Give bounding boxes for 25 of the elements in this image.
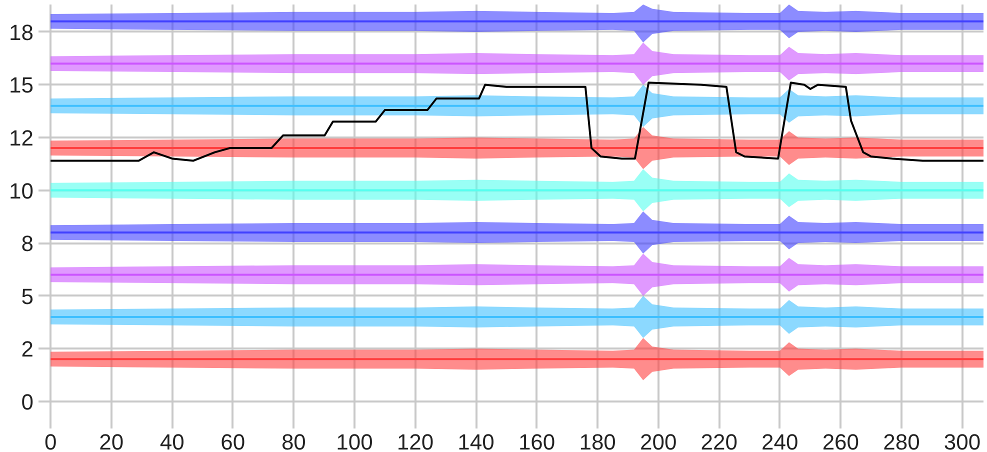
y-tick-label: 18 — [9, 20, 34, 45]
line-series — [50, 82, 984, 162]
x-tick-label: 180 — [579, 430, 616, 452]
y-tick-label: 12 — [9, 126, 34, 150]
x-tick-label: 40 — [160, 430, 184, 452]
y-tick-label: 15 — [9, 72, 34, 98]
x-tick-label: 120 — [396, 430, 434, 452]
x-tick-label: 0 — [44, 430, 57, 452]
x-tick-label: 220 — [700, 430, 738, 452]
y-tick-label: 8 — [21, 231, 34, 256]
x-tick-label: 80 — [281, 430, 306, 452]
x-tick-label: 160 — [518, 430, 556, 452]
x-tick-label: 300 — [944, 430, 981, 452]
y-tick-label: 0 — [21, 389, 34, 414]
x-tick-label: 200 — [640, 430, 677, 452]
x-tick-label: 100 — [336, 430, 373, 452]
x-tick-label: 140 — [458, 430, 494, 452]
x-tick-label: 280 — [883, 430, 920, 452]
x-tick-label: 60 — [220, 430, 246, 452]
y-tick-label: 5 — [21, 284, 34, 309]
y-tick-label: 2 — [21, 336, 34, 362]
x-tick-label: 240 — [762, 430, 798, 452]
y-tick-label: 10 — [9, 178, 34, 204]
x-tick-label: 260 — [822, 430, 860, 452]
x-tick-label: 20 — [99, 430, 124, 452]
